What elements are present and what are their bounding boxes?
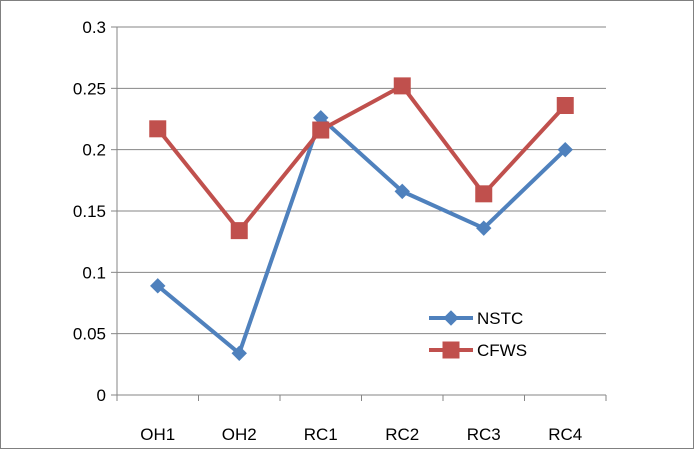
- x-tick-label: RC3: [467, 425, 501, 444]
- x-tick-labels: OH1 OH2 RC1 RC2 RC3 RC4: [140, 425, 582, 444]
- y-tick-label: 0.1: [82, 263, 106, 282]
- data-point-nstc: [231, 345, 247, 362]
- series-line-nstc: [156, 115, 567, 356]
- data-point-cfws: [393, 77, 411, 95]
- legend-marker-nstc: [443, 310, 459, 326]
- y-tick-label: 0.25: [73, 79, 106, 98]
- data-point-nstc: [150, 278, 166, 294]
- data-point-nstc: [476, 220, 492, 236]
- series-cfws: [149, 77, 574, 240]
- legend: NSTC CFWS: [429, 309, 527, 360]
- legend-label-cfws: CFWS: [477, 341, 527, 360]
- x-tick-label: RC1: [304, 425, 338, 444]
- y-tick-label: 0.3: [82, 18, 106, 37]
- legend-label-nstc: NSTC: [477, 309, 523, 328]
- y-tick-label: 0.15: [73, 202, 106, 221]
- x-tick-label: RC2: [385, 425, 419, 444]
- data-point-nstc: [557, 141, 573, 158]
- data-point-nstc: [394, 183, 410, 200]
- data-point-cfws: [475, 185, 493, 203]
- y-tick-labels: 0 0.05 0.1 0.15 0.2 0.25 0.3: [73, 18, 106, 405]
- gridlines: [117, 26, 606, 335]
- x-tick-label: OH1: [140, 425, 175, 444]
- data-point-cfws: [230, 222, 248, 240]
- legend-item-nstc: NSTC: [429, 309, 523, 328]
- y-tick-label: 0: [97, 386, 106, 405]
- series-line-cfws: [156, 83, 567, 233]
- series-layer: [149, 77, 574, 362]
- x-tick-label: OH2: [222, 425, 257, 444]
- axes: [111, 26, 607, 401]
- series-nstc: [150, 110, 573, 362]
- x-tick-label: RC4: [548, 425, 582, 444]
- legend-marker-cfws: [442, 341, 460, 359]
- y-tick-label: 0.05: [73, 325, 106, 344]
- y-tick-label: 0.2: [82, 141, 106, 160]
- data-point-cfws: [312, 121, 330, 139]
- data-point-cfws: [149, 120, 167, 138]
- legend-item-cfws: CFWS: [429, 341, 527, 360]
- data-point-cfws: [556, 97, 574, 115]
